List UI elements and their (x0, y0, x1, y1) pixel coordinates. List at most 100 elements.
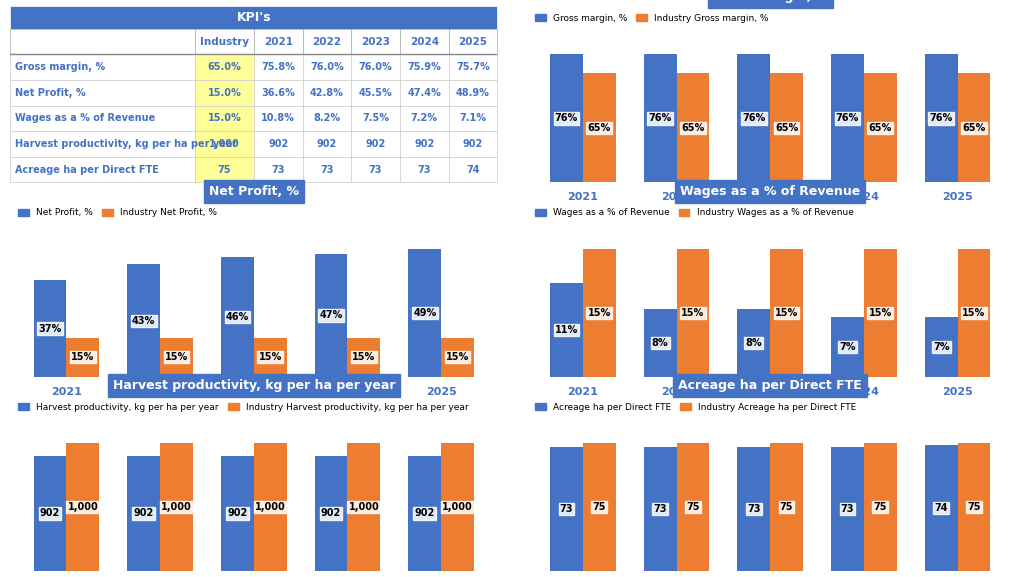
FancyBboxPatch shape (254, 29, 302, 54)
Bar (550, 283, 583, 377)
Text: Net Profit, %: Net Profit, % (15, 88, 86, 98)
Text: 47%: 47% (319, 310, 343, 320)
Text: Industry: Industry (200, 36, 249, 47)
Text: 15%: 15% (445, 352, 469, 362)
Bar (737, 309, 770, 377)
FancyBboxPatch shape (10, 6, 498, 29)
FancyBboxPatch shape (196, 157, 254, 182)
Text: 10.8%: 10.8% (261, 114, 295, 123)
Bar (644, 54, 677, 182)
FancyBboxPatch shape (254, 131, 302, 157)
Text: 75: 75 (593, 502, 606, 512)
FancyBboxPatch shape (351, 106, 400, 131)
Text: 73: 73 (369, 164, 382, 175)
Legend: Gross margin, %, Industry Gross margin, %: Gross margin, %, Industry Gross margin, … (531, 10, 772, 27)
Bar (409, 249, 441, 377)
Text: 15%: 15% (165, 352, 188, 362)
Text: 2024: 2024 (410, 36, 439, 47)
Text: 65%: 65% (588, 123, 611, 133)
Text: Gross margin, %: Gross margin, % (15, 62, 105, 72)
Text: 902: 902 (463, 139, 483, 149)
Title: Wages as a % of Revenue: Wages as a % of Revenue (680, 185, 860, 197)
Legend: Harvest productivity, kg per ha per year, Industry Harvest productivity, kg per : Harvest productivity, kg per ha per year… (14, 399, 472, 415)
Bar (770, 443, 803, 571)
Bar (409, 456, 441, 571)
Text: 73: 73 (560, 504, 573, 514)
Text: 48.9%: 48.9% (456, 88, 489, 98)
Bar (550, 54, 583, 182)
Bar (67, 338, 99, 377)
Text: 73: 73 (271, 164, 285, 175)
Bar (254, 443, 287, 571)
Bar (441, 443, 474, 571)
Bar (160, 443, 193, 571)
FancyBboxPatch shape (10, 29, 196, 54)
Text: 902: 902 (321, 508, 341, 519)
FancyBboxPatch shape (302, 29, 351, 54)
Legend: Acreage ha per Direct FTE, Industry Acreage ha per Direct FTE: Acreage ha per Direct FTE, Industry Acre… (531, 399, 860, 415)
Bar (770, 73, 803, 182)
Bar (67, 443, 99, 571)
Text: 1,000: 1,000 (68, 502, 98, 512)
FancyBboxPatch shape (400, 157, 449, 182)
FancyBboxPatch shape (351, 29, 400, 54)
Text: 1,000: 1,000 (255, 502, 286, 512)
Legend: Net Profit, %, Industry Net Profit, %: Net Profit, %, Industry Net Profit, % (14, 205, 221, 221)
Text: 7.5%: 7.5% (362, 114, 389, 123)
FancyBboxPatch shape (302, 131, 351, 157)
FancyBboxPatch shape (196, 29, 254, 54)
Text: Wages as a % of Revenue: Wages as a % of Revenue (15, 114, 156, 123)
Text: 8%: 8% (652, 338, 669, 348)
Bar (925, 54, 957, 182)
Text: KPI's: KPI's (237, 11, 271, 24)
Bar (831, 317, 864, 377)
Bar (677, 73, 710, 182)
FancyBboxPatch shape (400, 54, 449, 80)
Text: 8.2%: 8.2% (313, 114, 340, 123)
Text: 15%: 15% (775, 308, 798, 318)
Text: 902: 902 (366, 139, 386, 149)
Text: 73: 73 (321, 164, 334, 175)
Text: 902: 902 (133, 508, 154, 519)
FancyBboxPatch shape (10, 106, 196, 131)
Bar (737, 54, 770, 182)
Text: 42.8%: 42.8% (310, 88, 344, 98)
Text: 15.0%: 15.0% (208, 114, 242, 123)
Bar (677, 249, 710, 377)
FancyBboxPatch shape (449, 157, 498, 182)
FancyBboxPatch shape (302, 80, 351, 106)
FancyBboxPatch shape (10, 131, 196, 157)
Text: 902: 902 (40, 508, 60, 519)
Title: Harvest productivity, kg per ha per year: Harvest productivity, kg per ha per year (113, 379, 395, 392)
Text: 45.5%: 45.5% (358, 88, 392, 98)
Text: 15%: 15% (963, 308, 985, 318)
Text: 75.8%: 75.8% (261, 62, 295, 72)
Title: Gross margin, %: Gross margin, % (713, 0, 827, 3)
FancyBboxPatch shape (302, 157, 351, 182)
Bar (644, 309, 677, 377)
Text: 37%: 37% (39, 324, 61, 334)
Text: 73: 73 (748, 504, 761, 514)
FancyBboxPatch shape (10, 80, 196, 106)
FancyBboxPatch shape (196, 80, 254, 106)
Bar (770, 249, 803, 377)
Bar (347, 443, 380, 571)
Text: 1,000: 1,000 (348, 502, 379, 512)
Text: 76%: 76% (836, 114, 859, 123)
Text: 2022: 2022 (312, 36, 341, 47)
Text: 73: 73 (418, 164, 431, 175)
FancyBboxPatch shape (302, 54, 351, 80)
Text: 15%: 15% (588, 308, 611, 318)
Text: 11%: 11% (555, 325, 579, 335)
Bar (925, 445, 957, 571)
Bar (314, 254, 347, 377)
Bar (957, 73, 990, 182)
FancyBboxPatch shape (254, 106, 302, 131)
Text: 65%: 65% (963, 123, 985, 133)
Bar (550, 447, 583, 571)
Text: 7%: 7% (933, 342, 949, 352)
Text: 73: 73 (653, 504, 667, 514)
Bar (864, 249, 897, 377)
Bar (677, 443, 710, 571)
Text: 15%: 15% (681, 308, 705, 318)
